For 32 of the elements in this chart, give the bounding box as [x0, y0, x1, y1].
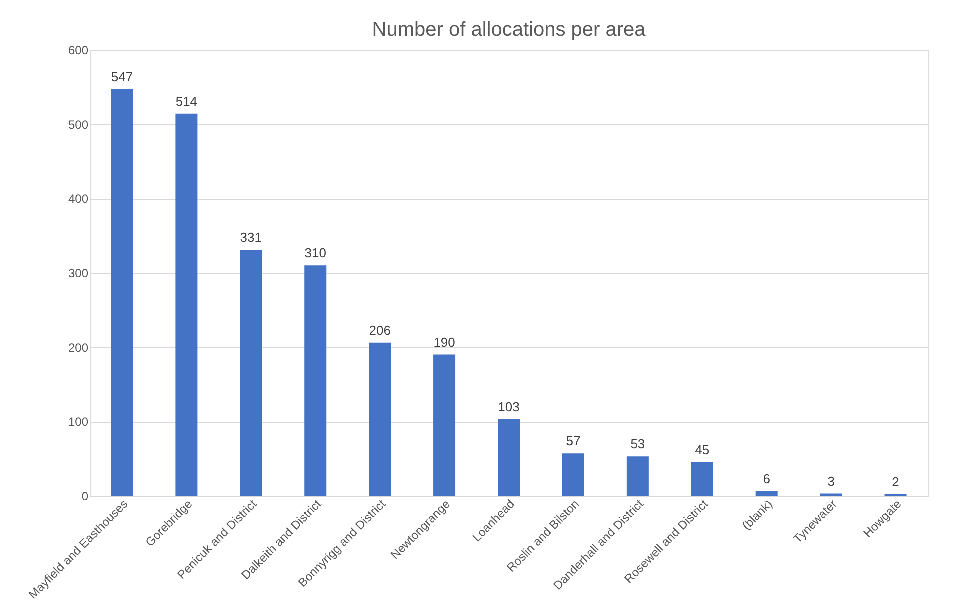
- data-label: 57: [566, 434, 581, 449]
- data-label: 310: [304, 246, 326, 261]
- bar: [434, 354, 456, 496]
- bar: [691, 462, 714, 496]
- bar: [498, 419, 520, 496]
- y-tick-label: 500: [68, 118, 89, 132]
- bar: [240, 250, 262, 496]
- chart-title: Number of allocations per area: [372, 19, 647, 41]
- y-tick-label: 0: [82, 490, 89, 504]
- data-label: 45: [695, 442, 710, 458]
- bar: [626, 456, 649, 496]
- data-label: 2: [892, 474, 900, 490]
- bar: [111, 89, 134, 496]
- bar: [756, 492, 778, 496]
- y-tick-label: 600: [68, 44, 89, 58]
- y-tick-label: 400: [68, 192, 89, 206]
- y-tick-label: 200: [68, 340, 89, 355]
- bar: [562, 454, 584, 496]
- data-label: 3: [828, 474, 835, 489]
- y-tick-label: 300: [68, 266, 89, 280]
- data-label: 331: [240, 230, 262, 245]
- data-label: 206: [369, 322, 391, 338]
- data-label: 514: [176, 94, 198, 109]
- bar: [369, 342, 392, 496]
- data-label: 547: [111, 69, 134, 84]
- data-label: 6: [763, 472, 770, 487]
- bar: [304, 266, 327, 496]
- data-label: 103: [498, 399, 520, 414]
- data-label: 190: [434, 334, 456, 350]
- data-label: 53: [630, 436, 646, 452]
- y-tick-label: 100: [68, 415, 89, 430]
- bar: [176, 114, 198, 496]
